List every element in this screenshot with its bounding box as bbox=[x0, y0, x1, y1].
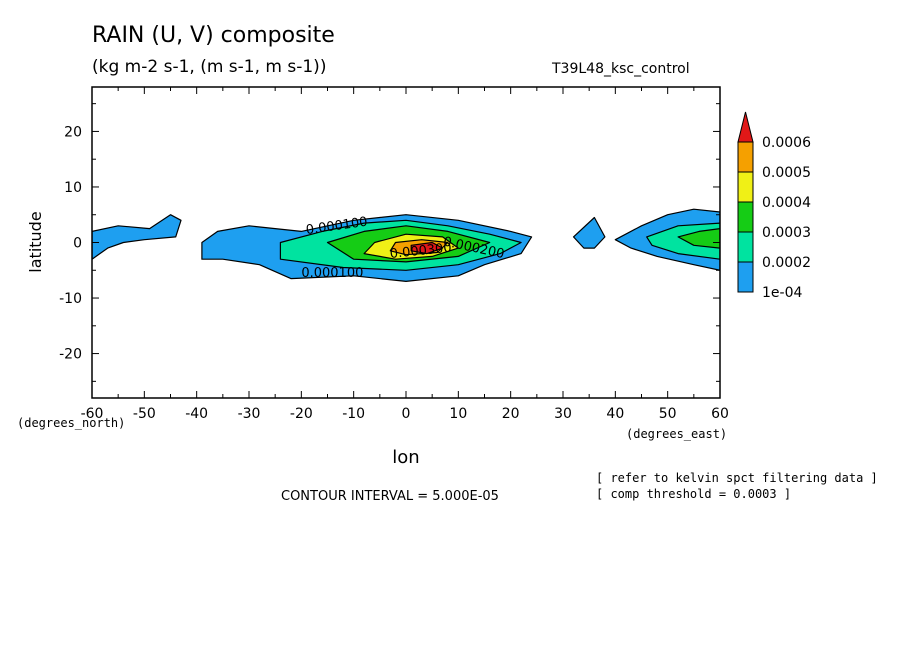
x-tick-label: -50 bbox=[133, 406, 156, 422]
colorbar-label: 0.0003 bbox=[762, 225, 811, 241]
colorbar-swatch bbox=[737, 171, 754, 203]
contour-label: 0.000100 bbox=[301, 266, 363, 281]
x-tick-label: 0 bbox=[402, 406, 411, 422]
x-tick-label: 30 bbox=[554, 406, 572, 422]
colorbar-label: 1e-04 bbox=[762, 285, 802, 301]
contour-label: 0.000300 bbox=[389, 241, 452, 262]
colorbar-swatch bbox=[737, 231, 754, 263]
chart-units: (kg m-2 s-1, (m s-1, m s-1)) bbox=[92, 57, 327, 77]
y-tick-label: -10 bbox=[59, 291, 82, 307]
colorbar-label: 0.0004 bbox=[762, 195, 811, 211]
x-tick-label: -30 bbox=[238, 406, 261, 422]
y-tick-label: 20 bbox=[64, 124, 82, 140]
colorbar-top-triangle bbox=[737, 111, 754, 143]
colorbar-label: 0.0006 bbox=[762, 135, 811, 151]
x-tick-label: -10 bbox=[342, 406, 365, 422]
x-tick-label: -40 bbox=[185, 406, 208, 422]
threshold-note: [ comp threshold = 0.0003 ] bbox=[596, 487, 792, 501]
x-tick-label: 60 bbox=[711, 406, 729, 422]
contour-regions bbox=[92, 208, 720, 282]
colorbar-swatch bbox=[737, 261, 754, 293]
colorbar-label: 0.0002 bbox=[762, 255, 811, 271]
dataset-label: T39L48_ksc_control bbox=[552, 61, 690, 77]
y-axis-label: latitude bbox=[26, 211, 45, 272]
x-tick-label: -60 bbox=[81, 406, 104, 422]
contour-region-0 bbox=[92, 214, 182, 260]
contour-region-7 bbox=[677, 228, 720, 249]
x-tick-label: -20 bbox=[290, 406, 313, 422]
y-tick-label: 10 bbox=[64, 180, 82, 196]
filter-note: [ refer to kelvin spct filtering data ] bbox=[596, 471, 878, 485]
contour-interval: CONTOUR INTERVAL = 5.000E-05 bbox=[281, 489, 499, 504]
y-unit-label: (degrees_north) bbox=[17, 416, 125, 430]
x-axis: -60 -50 -40 -30 -20 -10 0 10 20 30 40 50 60 bbox=[81, 87, 729, 422]
colorbar-swatch bbox=[737, 141, 754, 173]
y-axis: -20 -10 0 10 20 bbox=[59, 103, 720, 382]
x-unit-label: (degrees_east) bbox=[626, 427, 727, 441]
x-tick-label: 50 bbox=[659, 406, 677, 422]
x-tick-label: 20 bbox=[502, 406, 520, 422]
y-tick-label: 0 bbox=[73, 236, 82, 252]
colorbar-swatch bbox=[737, 201, 754, 233]
x-axis-label: lon bbox=[392, 447, 419, 468]
chart-title: RAIN (U, V) composite bbox=[92, 23, 335, 48]
colorbar-label: 0.0005 bbox=[762, 165, 811, 181]
contour-region-2 bbox=[572, 216, 606, 249]
contour-region-10 bbox=[410, 241, 444, 255]
x-tick-label: 10 bbox=[449, 406, 467, 422]
y-tick-label: -20 bbox=[59, 347, 82, 363]
x-tick-label: 40 bbox=[606, 406, 624, 422]
colorbar: 1e-04 0.0002 0.0003 0.0004 0.0005 0.0006 bbox=[737, 111, 811, 301]
